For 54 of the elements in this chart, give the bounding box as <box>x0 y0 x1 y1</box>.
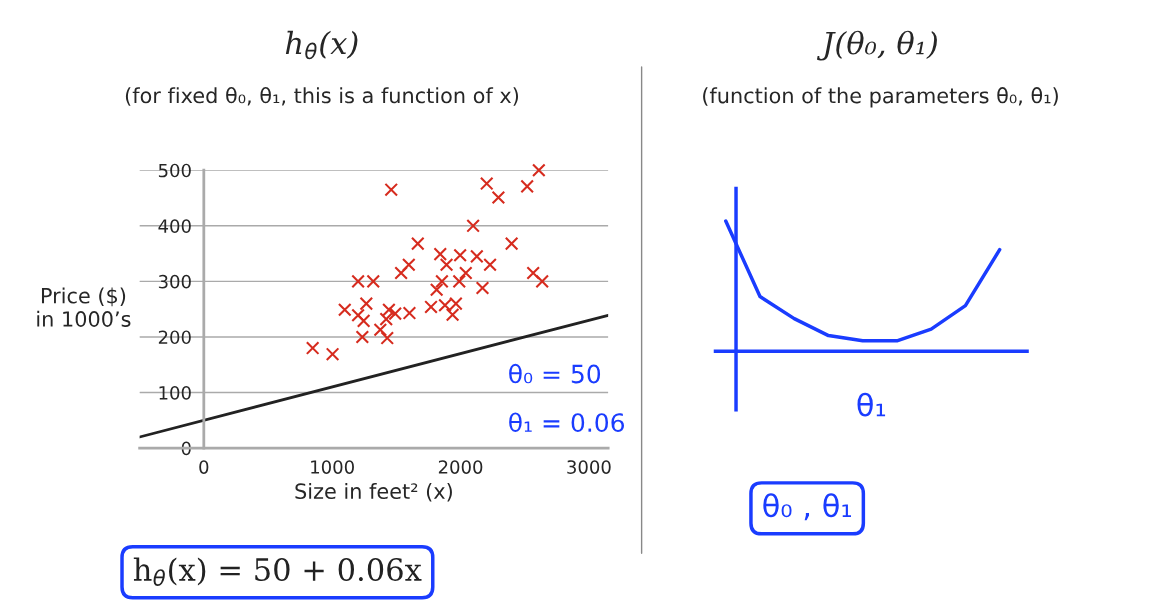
point <box>439 257 454 272</box>
point <box>382 302 396 317</box>
point <box>445 307 460 322</box>
point <box>433 247 448 261</box>
point <box>410 236 425 251</box>
point <box>351 308 365 323</box>
point <box>325 347 340 362</box>
y-axis-title: Price ($) in 1000’s <box>37 287 131 327</box>
y-tick-label: 200 <box>158 330 191 345</box>
annotation: θ₀ = 50 <box>509 363 601 384</box>
chart-title: h$_{θ}$(x) <box>285 30 358 60</box>
point <box>526 266 541 280</box>
point <box>373 322 388 337</box>
point <box>356 313 371 328</box>
point <box>401 257 416 272</box>
point <box>458 266 473 280</box>
chart-subtitle: (for fixed θ₀, θ₁, this is a function of x) <box>125 87 519 106</box>
x-tick-label: 0 <box>199 460 209 474</box>
x-axis-title: Size in feet² (x) <box>295 482 452 502</box>
chart-title: J(θ₀, θ₁) <box>816 30 937 61</box>
point <box>453 248 468 263</box>
y-tick-label: 300 <box>158 274 191 289</box>
point <box>435 274 449 289</box>
x-tick-label: 2000 <box>438 460 483 474</box>
point <box>305 341 320 355</box>
point <box>520 179 535 194</box>
chart-subtitle: (function of the parameters θ₀, θ₁) <box>703 87 1058 108</box>
point <box>504 236 519 251</box>
point <box>479 176 494 191</box>
point <box>359 296 374 311</box>
point <box>469 249 484 264</box>
point <box>531 163 546 178</box>
point <box>379 312 394 327</box>
x-tick-label: 3000 <box>567 460 611 474</box>
y-tick-label: 500 <box>158 163 191 178</box>
point <box>491 190 506 205</box>
point <box>380 331 395 345</box>
y-tick-label: 400 <box>158 219 191 233</box>
x-tick-label: 1000 <box>311 460 354 474</box>
point <box>337 302 352 317</box>
point <box>394 266 408 280</box>
text: θ₀ , θ₁ <box>763 493 851 521</box>
point <box>452 274 467 289</box>
point <box>535 274 550 289</box>
point <box>466 218 480 233</box>
point <box>355 330 370 344</box>
y-tick-label: 100 <box>159 385 191 400</box>
point <box>429 282 444 297</box>
point <box>483 257 497 272</box>
annotation: θ₁ = 0.06 <box>509 412 625 433</box>
x-axis-title: θ₁ <box>857 392 886 417</box>
point <box>384 182 399 197</box>
point <box>475 281 490 295</box>
text: h$_{θ}$(x) = 50 + 0.06x <box>133 557 422 586</box>
